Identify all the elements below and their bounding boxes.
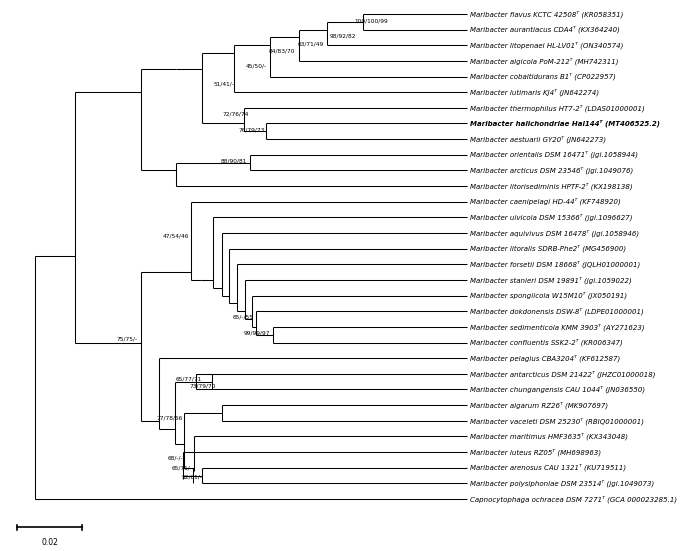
Text: 0.02: 0.02 bbox=[41, 538, 58, 547]
Text: Maribacter polysiphoniae DSM 23514ᵀ (jgi.1049073): Maribacter polysiphoniae DSM 23514ᵀ (jgi… bbox=[470, 479, 654, 487]
Text: Maribacter litopenaei HL-LV01ᵀ (ON340574): Maribacter litopenaei HL-LV01ᵀ (ON340574… bbox=[470, 41, 623, 49]
Text: 77/78/66: 77/78/66 bbox=[157, 415, 183, 420]
Text: Maribacter antarcticus DSM 21422ᵀ (JHZC01000018): Maribacter antarcticus DSM 21422ᵀ (JHZC0… bbox=[470, 370, 656, 377]
Text: Capnocytophaga ochracea DSM 7271ᵀ (GCA 000023285.1): Capnocytophaga ochracea DSM 7271ᵀ (GCA 0… bbox=[470, 495, 677, 503]
Text: Maribacter maritimus HMF3635ᵀ (KX343048): Maribacter maritimus HMF3635ᵀ (KX343048) bbox=[470, 433, 628, 440]
Text: 98/92/82: 98/92/82 bbox=[330, 33, 356, 39]
Text: Maribacter cobaltidurans B1ᵀ (CP022957): Maribacter cobaltidurans B1ᵀ (CP022957) bbox=[470, 73, 616, 80]
Text: 65/71/-: 65/71/- bbox=[172, 465, 192, 470]
Text: 100/100/99: 100/100/99 bbox=[355, 18, 388, 24]
Text: 99/99/97: 99/99/97 bbox=[243, 331, 270, 336]
Text: Maribacter caenipelagi HD-44ᵀ (KF748920): Maribacter caenipelagi HD-44ᵀ (KF748920) bbox=[470, 198, 621, 206]
Text: Maribacter arenosus CAU 1321ᵀ (KU719511): Maribacter arenosus CAU 1321ᵀ (KU719511) bbox=[470, 464, 626, 472]
Text: 65/77/71: 65/77/71 bbox=[176, 376, 202, 381]
Text: Maribacter aestuarii GY20ᵀ (JN642273): Maribacter aestuarii GY20ᵀ (JN642273) bbox=[470, 136, 606, 143]
Text: Maribacter algarum RZ26ᵀ (MK907697): Maribacter algarum RZ26ᵀ (MK907697) bbox=[470, 401, 608, 409]
Text: Maribacter aquivivus DSM 16478ᵀ (jgi.1058946): Maribacter aquivivus DSM 16478ᵀ (jgi.105… bbox=[470, 229, 639, 237]
Text: Maribacter arcticus DSM 23546ᵀ (jgi.1049076): Maribacter arcticus DSM 23546ᵀ (jgi.1049… bbox=[470, 166, 633, 174]
Text: 47/54/46: 47/54/46 bbox=[163, 234, 190, 239]
Text: Maribacter confluentis SSK2-2ᵀ (KR006347): Maribacter confluentis SSK2-2ᵀ (KR006347… bbox=[470, 339, 623, 346]
Text: 73/79/70: 73/79/70 bbox=[190, 384, 216, 389]
Text: Maribacter aurantiacus CDA4ᵀ (KX364240): Maribacter aurantiacus CDA4ᵀ (KX364240) bbox=[470, 26, 620, 33]
Text: Maribacter algicola PoM-212ᵀ (MH742311): Maribacter algicola PoM-212ᵀ (MH742311) bbox=[470, 57, 619, 64]
Text: Maribacter orientalis DSM 16471ᵀ (jgi.1058944): Maribacter orientalis DSM 16471ᵀ (jgi.10… bbox=[470, 151, 638, 159]
Text: Maribacter litoralis SDRB-Phe2ᵀ (MG456900): Maribacter litoralis SDRB-Phe2ᵀ (MG45690… bbox=[470, 245, 626, 252]
Text: 68/-/-: 68/-/- bbox=[167, 456, 183, 461]
Text: 76/79/73: 76/79/73 bbox=[238, 127, 264, 132]
Text: 88/90/81: 88/90/81 bbox=[221, 159, 247, 164]
Text: Maribacter luteus RZ05ᵀ (MH698963): Maribacter luteus RZ05ᵀ (MH698963) bbox=[470, 449, 601, 456]
Text: Maribacter thermophilus HT7-2ᵀ (LDAS01000001): Maribacter thermophilus HT7-2ᵀ (LDAS0100… bbox=[470, 104, 645, 111]
Text: Maribacter chungangensis CAU 1044ᵀ (JN036550): Maribacter chungangensis CAU 1044ᵀ (JN03… bbox=[470, 386, 645, 393]
Text: Maribacter ulvicola DSM 15366ᵀ (jgi.1096627): Maribacter ulvicola DSM 15366ᵀ (jgi.1096… bbox=[470, 214, 632, 221]
Text: Maribacter stanieri DSM 19891ᵀ (jgi.1059022): Maribacter stanieri DSM 19891ᵀ (jgi.1059… bbox=[470, 276, 632, 284]
Text: Maribacter spongiicola W15M10ᵀ (JX050191): Maribacter spongiicola W15M10ᵀ (JX050191… bbox=[470, 292, 627, 299]
Text: Maribacter lutimaris KJ4ᵀ (JN642274): Maribacter lutimaris KJ4ᵀ (JN642274) bbox=[470, 88, 599, 96]
Text: 65/-/55: 65/-/55 bbox=[233, 315, 253, 320]
Text: 75/75/-: 75/75/- bbox=[117, 337, 138, 342]
Text: 45/50/-: 45/50/- bbox=[245, 63, 266, 68]
Text: 51/41/-: 51/41/- bbox=[214, 82, 234, 87]
Text: Maribacter halichondriae Hal144ᵀ (MT406525.2): Maribacter halichondriae Hal144ᵀ (MT4065… bbox=[470, 120, 660, 127]
Text: 52/61/-: 52/61/- bbox=[182, 474, 202, 479]
Text: Maribacter vaceleti DSM 25230ᵀ (RBIQ01000001): Maribacter vaceleti DSM 25230ᵀ (RBIQ0100… bbox=[470, 417, 644, 424]
Text: 84/83/70: 84/83/70 bbox=[269, 49, 295, 54]
Text: 72/76/74: 72/76/74 bbox=[222, 111, 249, 117]
Text: Maribacter litorisediminis HPTF-2ᵀ (KX198138): Maribacter litorisediminis HPTF-2ᵀ (KX19… bbox=[470, 182, 632, 190]
Text: 63/71/49: 63/71/49 bbox=[298, 41, 324, 46]
Text: Maribacter forsetii DSM 18668ᵀ (JQLH01000001): Maribacter forsetii DSM 18668ᵀ (JQLH0100… bbox=[470, 261, 640, 268]
Text: Maribacter dokdonensis DSW-8ᵀ (LDPE01000001): Maribacter dokdonensis DSW-8ᵀ (LDPE01000… bbox=[470, 307, 644, 315]
Text: Maribacter sedimenticola KMM 3903ᵀ (AY271623): Maribacter sedimenticola KMM 3903ᵀ (AY27… bbox=[470, 323, 645, 331]
Text: Maribacter pelagius CBA3204ᵀ (KF612587): Maribacter pelagius CBA3204ᵀ (KF612587) bbox=[470, 354, 620, 362]
Text: Maribacter flavus KCTC 42508ᵀ (KR058351): Maribacter flavus KCTC 42508ᵀ (KR058351) bbox=[470, 10, 623, 18]
